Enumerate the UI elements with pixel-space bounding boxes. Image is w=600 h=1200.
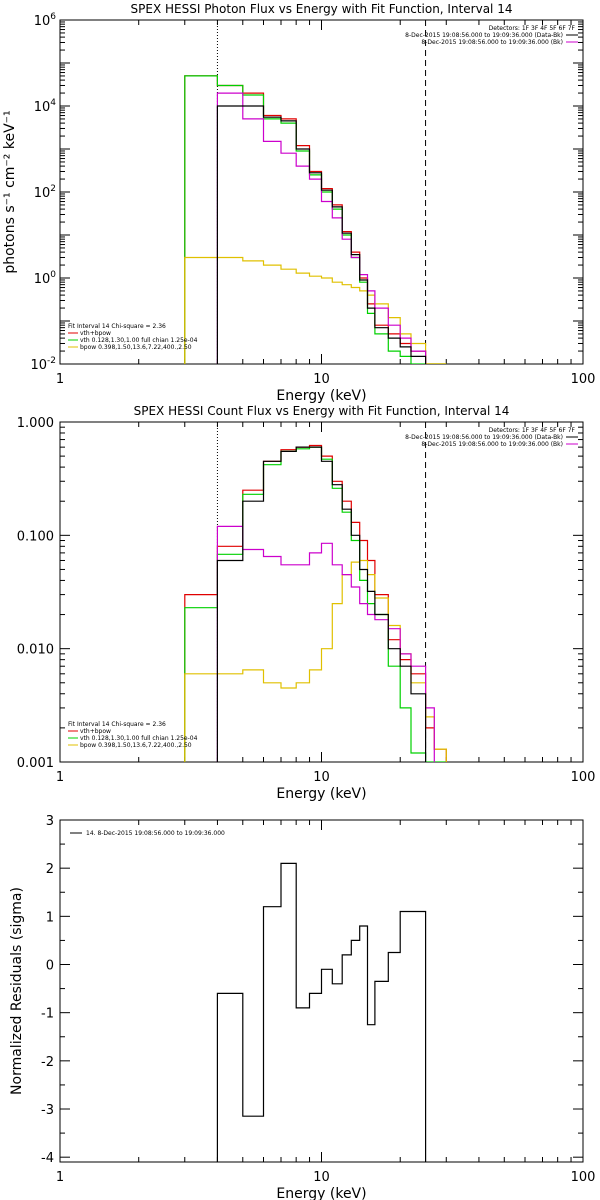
legend-entry: vth+bpow [80, 330, 111, 337]
x-tick-label: 100 [571, 372, 596, 387]
legend-entry: Detectors: 1F 3F 4F 5F 6F 7F [489, 427, 576, 434]
x-tick-label: 100 [571, 1170, 596, 1185]
series-line-2 [184, 75, 447, 364]
x-tick-label: 10 [313, 372, 330, 387]
series-line-3 [184, 559, 447, 762]
legend-top-left: 14. 8-Dec-2015 19:08:56.000 to 19:09:36.… [70, 830, 225, 837]
series-line-5 [216, 446, 427, 762]
y-axis: -4 -3 -2 -1 0 1 2 3 Normalized Residuals (sigma) [9, 814, 583, 1166]
y-tick-label: -3 [41, 1103, 54, 1118]
y-tick-base: 10 [34, 272, 51, 287]
x-tick-label: 10 [313, 1170, 330, 1185]
x-tick-label: 100 [571, 770, 596, 785]
y-tick-exponent: 6 [50, 12, 56, 22]
series-group [184, 75, 447, 364]
y-tick-base: 10 [34, 186, 51, 201]
legend-entry: bpow 0.398,1.50,13.6,7.22,400.,2.50 [80, 344, 192, 351]
y-tick-base: 10 [30, 358, 47, 373]
x-tick-label: 10 [313, 770, 330, 785]
y-tick-label: 0.010 [17, 643, 54, 658]
legend-entry: Fit Interval 14 Chi-square = 2.36 [68, 721, 166, 728]
series-group [184, 444, 447, 762]
y-tick-label: 3 [46, 814, 54, 829]
chart-title: SPEX HESSI Photon Flux vs Energy with Fi… [131, 2, 513, 16]
x-tick-label: 1 [56, 372, 64, 387]
chart-title: SPEX HESSI Count Flux vs Energy with Fit… [134, 404, 510, 418]
legend-entry: 14. 8-Dec-2015 19:08:56.000 to 19:09:36.… [86, 830, 225, 837]
x-tick-label: 1 [56, 1170, 64, 1185]
legend-entry: vth 0.128,1.30,1.00 full chian 1.25e-04 [80, 735, 198, 742]
y-axis-title: photons s⁻¹ cm⁻² keV⁻¹ [2, 110, 18, 273]
x-axis-title: Energy (keV) [276, 388, 366, 404]
y-tick-label: 10-2 [30, 356, 56, 373]
x-axis: 1 10 100 Energy (keV) [56, 20, 596, 404]
series-line-1 [184, 444, 447, 762]
y-tick-label: 0 [46, 959, 54, 974]
legend-entry: Fit Interval 14 Chi-square = 2.36 [68, 323, 166, 330]
y-tick-label: 2 [46, 862, 54, 877]
series-line-3 [184, 256, 447, 364]
legend-entry: 8-Dec-2015 19:08:56.000 to 19:09:36.000 … [421, 441, 563, 448]
y-tick-label: -4 [41, 1151, 54, 1166]
chart-panel-1: SPEX HESSI Photon Flux vs Energy with Fi… [2, 2, 595, 404]
y-axis: 0.001 0.010 0.100 1.000 [17, 416, 583, 771]
y-tick-base: 10 [34, 100, 51, 115]
series-line-2 [184, 446, 447, 762]
legend-top-right: Detectors: 1F 3F 4F 5F 6F 7F8-Dec-2015 1… [405, 25, 578, 46]
y-tick-label: 102 [34, 184, 56, 201]
y-tick-label: 104 [34, 98, 57, 115]
legend-entry: 8-Dec-2015 19:08:56.000 to 19:09:36.000 … [405, 32, 563, 39]
y-tick-exponent: 2 [50, 184, 56, 194]
legend-entry: 8-Dec-2015 19:08:56.000 to 19:09:36.000 … [405, 434, 563, 441]
y-tick-label: 106 [34, 12, 57, 29]
y-tick-label: 0.100 [17, 529, 54, 544]
y-axis-title: Normalized Residuals (sigma) [9, 887, 25, 1095]
legend-entry: 8-Dec-2015 19:08:56.000 to 19:09:36.000 … [421, 39, 563, 46]
y-tick-exponent: -2 [47, 356, 56, 366]
series-group [216, 862, 427, 1162]
y-tick-label: -1 [41, 1007, 54, 1022]
series-line-1 [184, 75, 447, 364]
legend-top-right: Detectors: 1F 3F 4F 5F 6F 7F8-Dec-2015 1… [405, 427, 578, 448]
x-tick-label: 1 [56, 770, 64, 785]
y-tick-label: 0.001 [17, 756, 54, 771]
series-line-1 [216, 862, 427, 1162]
y-tick-exponent: 4 [50, 98, 56, 108]
legend-entry: bpow 0.398,1.50,13.6,7.22,400.,2.50 [80, 742, 192, 749]
y-tick-label: 1.000 [17, 416, 54, 431]
y-tick-label: 1 [46, 910, 54, 925]
legend-entry: vth+bpow [80, 728, 111, 735]
plot-frame [59, 421, 584, 763]
x-axis: 1 10 100 Energy (keV) [56, 820, 596, 1200]
legend-bottom-left: Fit Interval 14 Chi-square = 2.36vth+bpo… [68, 721, 198, 749]
x-axis-title: Energy (keV) [276, 786, 366, 802]
series-line-5 [216, 105, 427, 364]
legend-entry: Detectors: 1F 3F 4F 5F 6F 7F [489, 25, 576, 32]
y-tick-base: 10 [34, 14, 51, 29]
x-axis-title: Energy (keV) [276, 1186, 366, 1200]
y-tick-label: 100 [34, 270, 57, 287]
series-line-4 [216, 92, 427, 364]
chart-panel-2: SPEX HESSI Count Flux vs Energy with Fit… [17, 404, 596, 802]
x-axis: 1 10 100 Energy (keV) [56, 422, 596, 802]
series-line-4 [216, 525, 435, 762]
legend-entry: vth 0.128,1.30,1.00 full chian 1.25e-04 [80, 337, 198, 344]
y-tick-label: -2 [41, 1055, 54, 1070]
legend-bottom-left: Fit Interval 14 Chi-square = 2.36vth+bpo… [68, 323, 198, 351]
chart-panel-3: 1 10 100 Energy (keV) -4 -3 -2 -1 0 1 2 3 Normalized… [9, 814, 595, 1200]
y-tick-exponent: 0 [50, 270, 56, 280]
